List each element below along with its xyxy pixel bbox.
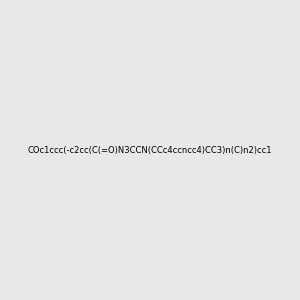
Text: COc1ccc(-c2cc(C(=O)N3CCN(CCc4ccncc4)CC3)n(C)n2)cc1: COc1ccc(-c2cc(C(=O)N3CCN(CCc4ccncc4)CC3)… (28, 146, 272, 154)
